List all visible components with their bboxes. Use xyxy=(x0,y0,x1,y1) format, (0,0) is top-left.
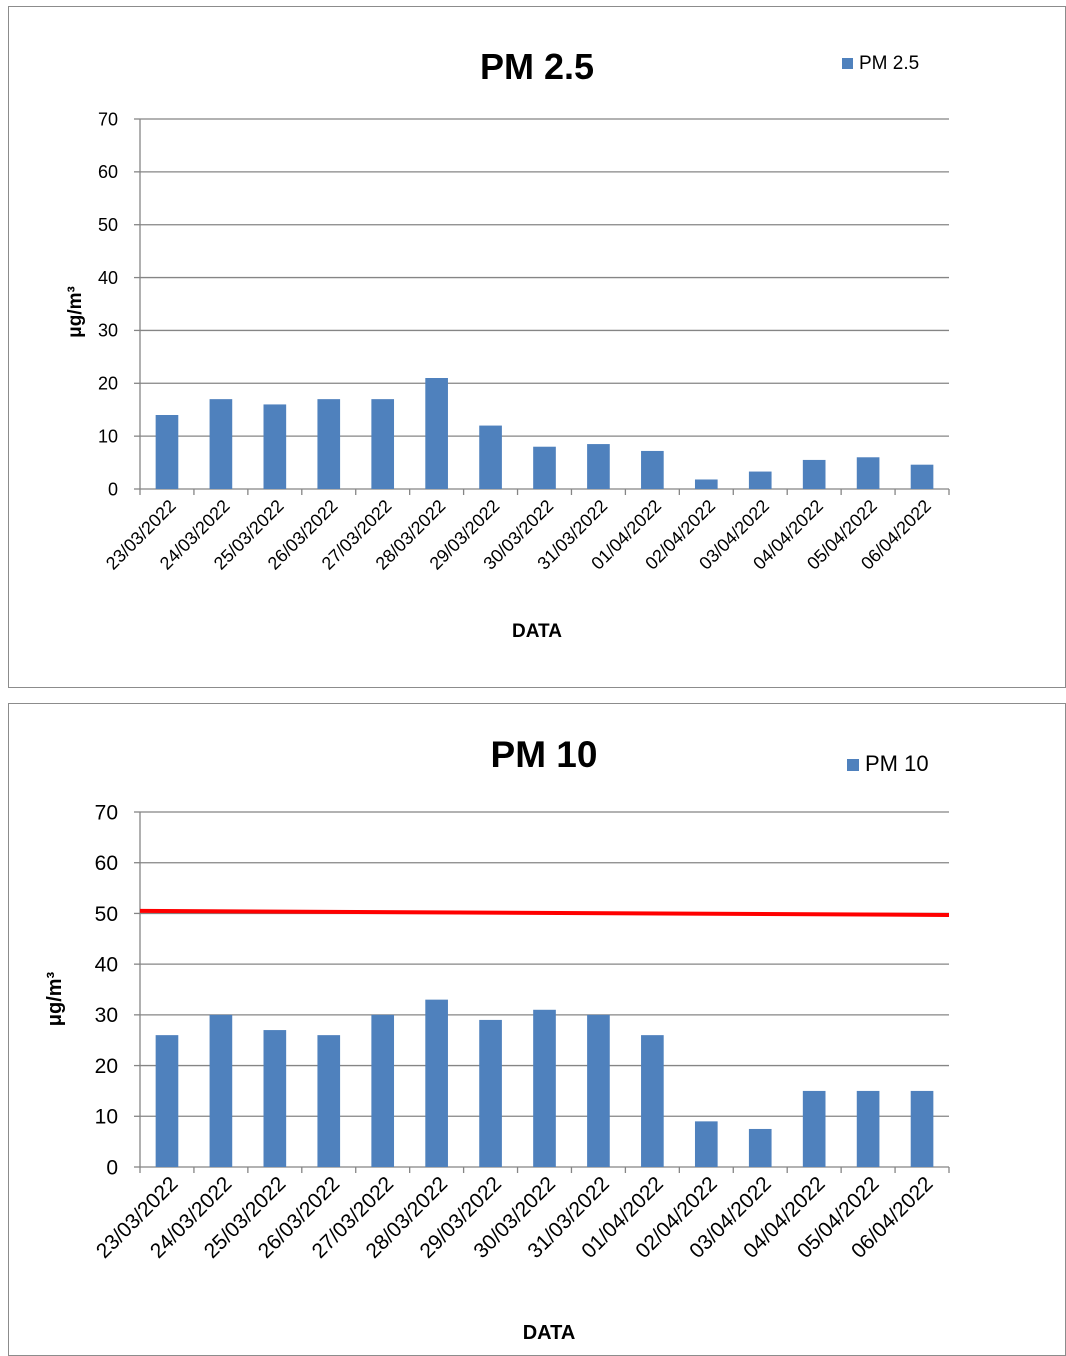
chart2-bar xyxy=(910,1090,934,1167)
chart1-y-axis-title: μg/m³ xyxy=(65,286,86,338)
chart1-y-tick-label: 20 xyxy=(98,374,118,394)
chart1-bar xyxy=(641,450,664,489)
chart2-legend-label: PM 10 xyxy=(865,751,929,776)
chart1-bar xyxy=(263,404,287,489)
chart2-bar xyxy=(263,1030,287,1167)
chart2-bar xyxy=(802,1090,826,1167)
chart1-bar xyxy=(587,444,610,489)
pm25-chart: 01020304050607023/03/202224/03/202225/03… xyxy=(65,46,950,642)
chart2-y-axis-title: μg/m³ xyxy=(44,971,66,1026)
chart1-x-axis-title: DATA xyxy=(512,621,562,642)
chart2-x-axis-title: DATA xyxy=(523,1322,576,1344)
chart2-y-tick-label: 20 xyxy=(95,1055,118,1078)
chart1-y-tick-label: 40 xyxy=(98,268,118,288)
chart2-bar xyxy=(425,999,448,1167)
chart1-bar xyxy=(155,415,179,489)
chart2-bar xyxy=(317,1035,341,1167)
chart2-y-tick-label: 10 xyxy=(95,1106,118,1129)
chart1-bar xyxy=(425,378,448,489)
chart2-bar xyxy=(533,1009,556,1167)
chart1-y-tick-label: 0 xyxy=(108,479,118,499)
pm10-chart: 01020304050607023/03/202224/03/202225/03… xyxy=(44,734,950,1344)
pm10-chart-panel: 0 10 20 30 40 50 60 70 23/03/2022 24/03/2022 25/03… xyxy=(8,703,1066,1356)
chart1-bar xyxy=(371,399,395,489)
chart1-bar xyxy=(856,457,880,489)
chart2-y-tick-label: 60 xyxy=(95,852,118,875)
chart1-bar xyxy=(533,446,556,489)
chart1-bar xyxy=(479,425,502,489)
chart1-legend-label: PM 2.5 xyxy=(859,53,919,74)
chart2-bar xyxy=(856,1090,880,1167)
pm25-chart-panel: 0 10 20 30 40 50 60 70 23/03/2022 24/03/2022 25/03… xyxy=(8,6,1066,688)
chart2-bar xyxy=(371,1014,395,1167)
chart2-bar xyxy=(479,1019,502,1167)
chart1-y-tick-label: 70 xyxy=(98,109,118,129)
chart1-y-tick-label: 60 xyxy=(98,162,118,182)
chart2-y-tick-label: 40 xyxy=(95,953,118,976)
chart1-y-tick-label: 10 xyxy=(98,426,118,446)
chart2-legend-swatch xyxy=(847,759,859,771)
chart2-title: PM 10 xyxy=(491,734,598,775)
chart2-bar xyxy=(155,1035,179,1167)
chart2-bar xyxy=(209,1014,233,1167)
chart2-y-tick-label: 30 xyxy=(95,1004,118,1027)
chart1-title: PM 2.5 xyxy=(480,46,594,87)
chart2-limit-line xyxy=(139,908,950,917)
chart2-bar xyxy=(748,1128,772,1167)
chart1-y-tick-label: 50 xyxy=(98,215,118,235)
chart2-bar xyxy=(641,1035,664,1167)
chart1-y-tick-label: 30 xyxy=(98,321,118,341)
chart1-bar xyxy=(694,479,718,489)
chart1-bar xyxy=(209,399,233,489)
chart2-bar xyxy=(694,1121,718,1167)
chart1-bar xyxy=(748,471,772,489)
chart2-y-tick-label: 70 xyxy=(95,801,118,824)
chart2-y-tick-label: 50 xyxy=(95,903,118,926)
chart1-bar xyxy=(802,459,826,489)
chart1-bar xyxy=(317,399,341,489)
chart1-legend-swatch xyxy=(842,58,853,69)
chart1-bar xyxy=(910,464,934,489)
chart2-y-tick-label: 0 xyxy=(106,1156,118,1179)
chart2-bar xyxy=(587,1014,610,1167)
